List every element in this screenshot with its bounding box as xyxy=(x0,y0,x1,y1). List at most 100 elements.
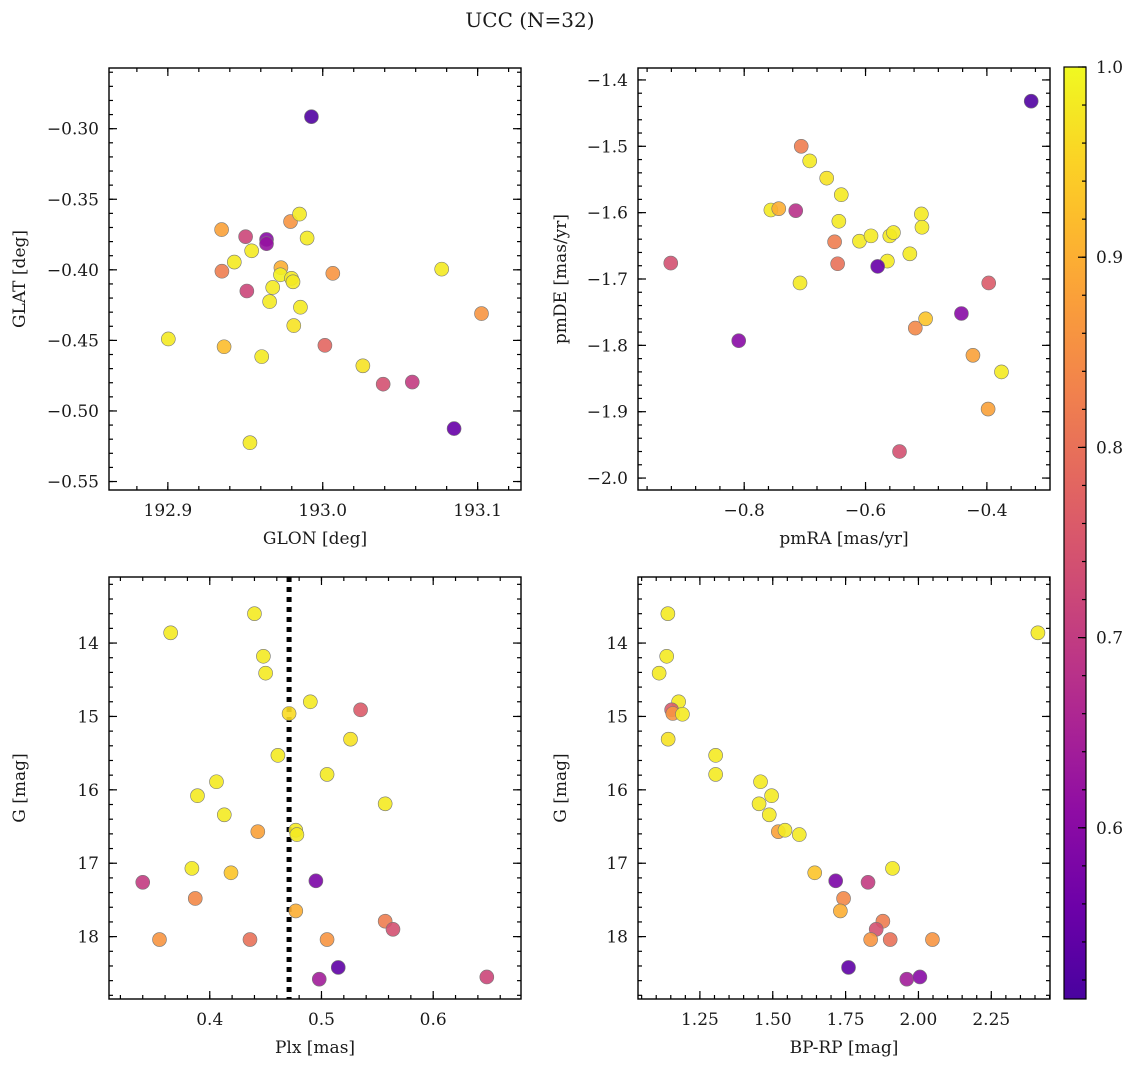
x-axis-label: GLON [deg] xyxy=(263,529,367,549)
data-point xyxy=(651,665,667,681)
data-point xyxy=(836,891,851,906)
y-tick-label: −2.0 xyxy=(587,469,628,489)
data-point xyxy=(994,364,1009,380)
data-point xyxy=(259,236,274,252)
data-point xyxy=(311,971,327,987)
data-point xyxy=(751,796,767,812)
data-point xyxy=(764,788,779,804)
data-point xyxy=(242,435,258,451)
scatter-panel: −0.8 −0.6 −0.4 −1.4 −1.5 −1.6 −1.7 −1.8 −1.9 −2.0… xyxy=(551,67,1051,549)
data-point xyxy=(319,767,335,782)
data-point xyxy=(886,225,901,240)
colorbar: 1.0 0.9 0.8 0.7 0.6 xyxy=(1063,58,1123,1000)
data-point xyxy=(214,263,230,279)
data-point xyxy=(659,648,675,664)
data-point xyxy=(981,275,997,291)
y-tick-label: 17 xyxy=(77,854,99,874)
data-point xyxy=(216,807,232,823)
x-tick-label: −0.6 xyxy=(845,501,886,521)
data-point xyxy=(404,374,420,390)
data-point xyxy=(247,606,262,621)
data-point xyxy=(788,203,804,218)
data-point xyxy=(299,230,315,246)
data-point xyxy=(965,348,981,363)
y-tick-label: 16 xyxy=(606,781,628,801)
x-tick-label: −0.4 xyxy=(966,501,1007,521)
data-point xyxy=(190,788,205,804)
data-point xyxy=(474,306,489,321)
x-axis-label: pmRA [mas/yr] xyxy=(779,529,908,549)
data-point xyxy=(912,969,928,985)
data-point xyxy=(293,299,308,315)
data-point xyxy=(980,401,996,417)
data-point xyxy=(258,665,273,681)
y-axis-label: GLAT [deg] xyxy=(10,230,30,328)
data-point xyxy=(863,228,879,244)
data-point xyxy=(289,827,305,842)
y-tick-label: −0.55 xyxy=(47,473,99,493)
x-tick-label: −0.8 xyxy=(724,501,765,521)
data-point xyxy=(479,969,495,985)
x-tick-label: 0.6 xyxy=(420,1010,447,1030)
data-point xyxy=(828,873,843,889)
x-tick-label: 192.9 xyxy=(144,501,193,521)
data-point xyxy=(163,625,178,641)
data-point xyxy=(161,331,176,347)
data-point xyxy=(214,222,229,237)
data-point xyxy=(914,219,930,235)
x-tick-label: 0.4 xyxy=(196,1010,223,1030)
data-point xyxy=(925,932,940,947)
data-point xyxy=(303,694,318,710)
data-point xyxy=(184,861,200,876)
data-point xyxy=(250,824,266,839)
data-point xyxy=(262,294,277,309)
data-point xyxy=(882,932,898,947)
data-point xyxy=(771,201,787,216)
data-point xyxy=(286,318,302,333)
data-point xyxy=(308,873,324,889)
data-point xyxy=(304,109,319,124)
y-tick-label: −1.9 xyxy=(587,403,628,423)
data-point xyxy=(325,266,341,281)
data-point xyxy=(1023,93,1039,109)
x-tick-label: 1.25 xyxy=(681,1010,719,1030)
data-point xyxy=(319,932,335,947)
x-tick-label: 1.50 xyxy=(754,1010,792,1030)
colorbar-gradient xyxy=(1063,66,1087,1000)
y-tick-label: −0.30 xyxy=(47,120,99,140)
data-point xyxy=(914,206,929,222)
y-tick-label: 18 xyxy=(77,928,99,948)
scatter-panel: 0.4 0.5 0.6 14 15 16 17 18 Plx [mas] G [mag] xyxy=(10,576,522,1058)
y-tick-label: 16 xyxy=(77,781,99,801)
data-point xyxy=(675,706,690,722)
data-point xyxy=(831,213,847,229)
y-tick-label: −0.40 xyxy=(47,261,99,281)
data-point xyxy=(317,338,333,353)
x-tick-label: 2.25 xyxy=(972,1010,1010,1030)
scatter-panels: 192.9 193.0 193.1 −0.30 −0.35 −0.40 −0.45 −0.50… xyxy=(10,67,1051,1058)
y-tick-label: −0.50 xyxy=(47,402,99,422)
data-point xyxy=(660,606,676,621)
axes-frame xyxy=(108,576,522,1000)
x-tick-label: 193.0 xyxy=(298,501,347,521)
data-point xyxy=(285,274,301,290)
data-point xyxy=(902,246,918,262)
data-point xyxy=(663,255,679,271)
data-point xyxy=(434,261,449,277)
data-point xyxy=(827,234,842,250)
data-point xyxy=(870,259,885,274)
scatter-panel: 1.25 1.50 1.75 2.00 2.25 14 15 16 17 18 BP-RP [mag… xyxy=(551,576,1051,1058)
data-point xyxy=(254,349,270,364)
scatter-panel: 192.9 193.0 193.1 −0.30 −0.35 −0.40 −0.45 −0.50… xyxy=(10,67,522,549)
y-tick-label: 18 xyxy=(606,928,628,948)
colorbar-tick-label: 0.9 xyxy=(1096,248,1123,268)
figure-title: UCC (N=32) xyxy=(465,8,594,32)
y-tick-label: 15 xyxy=(606,707,628,727)
y-tick-label: 15 xyxy=(77,707,99,727)
y-tick-label: −1.4 xyxy=(587,71,628,91)
data-point xyxy=(238,229,253,244)
data-point xyxy=(353,702,368,718)
data-point xyxy=(375,376,391,392)
data-point xyxy=(446,421,462,436)
